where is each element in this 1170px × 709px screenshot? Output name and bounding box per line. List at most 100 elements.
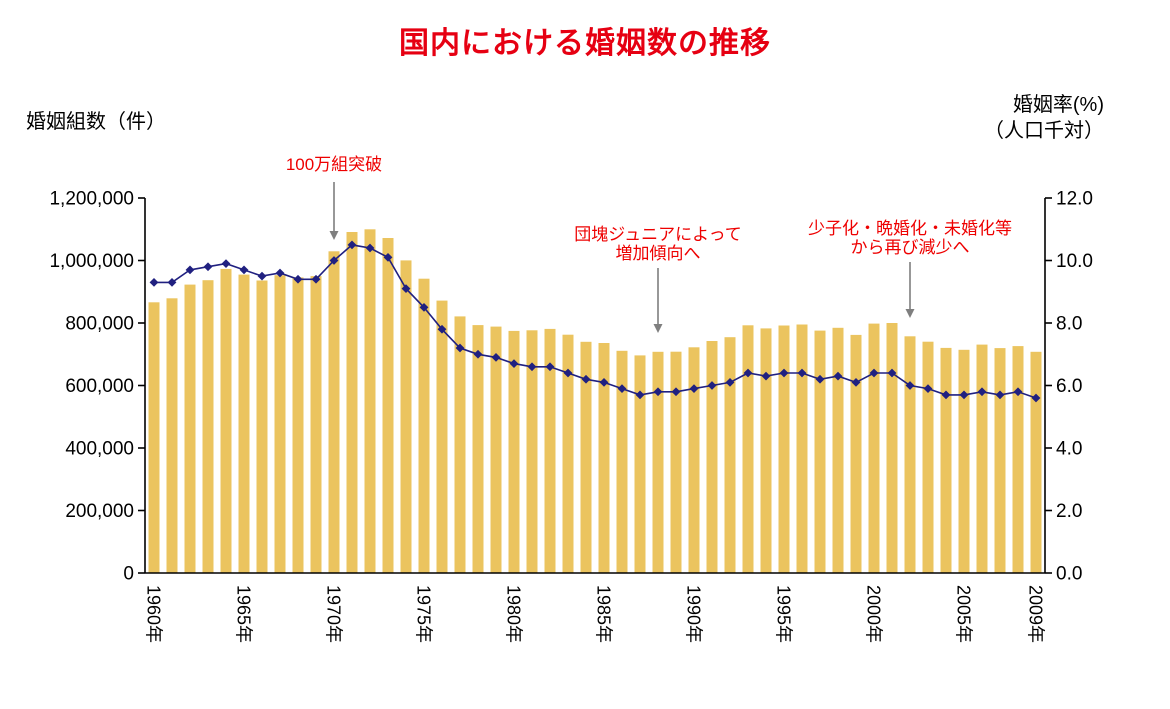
bar-1987 (634, 355, 646, 573)
right-axis-title-line-2: （人口千対） (984, 120, 1104, 142)
bar-1999 (850, 334, 862, 573)
bar-1969 (310, 276, 322, 573)
bar-1981 (526, 330, 538, 573)
rate-marker-1999 (851, 377, 861, 387)
annotation-arrow-head (329, 231, 339, 240)
right-axis-tick-label: 10.0 (1056, 251, 1093, 272)
right-axis-tick-label: 4.0 (1056, 439, 1082, 460)
rate-marker-1982 (545, 362, 555, 372)
rate-marker-1996 (797, 368, 807, 378)
bar-1995 (778, 325, 790, 573)
annotation-arrow-head (905, 309, 915, 318)
right-axis-tick-label: 12.0 (1056, 189, 1093, 210)
rate-marker-2009 (1031, 393, 1041, 403)
x-axis-tick-label: 2000年 (864, 585, 884, 643)
bar-1973 (382, 238, 394, 573)
bar-2004 (940, 347, 952, 573)
bar-1986 (616, 350, 628, 573)
bar-2000 (868, 323, 880, 573)
left-axis-tick-label: 600,000 (65, 376, 134, 397)
rate-marker-1966 (257, 271, 267, 281)
annotation-arrow-head (653, 324, 663, 333)
rate-marker-2008 (1013, 387, 1023, 397)
bar-1961 (166, 298, 178, 573)
rate-marker-1994 (761, 371, 771, 381)
bar-1983 (562, 334, 574, 573)
rate-marker-1978 (473, 349, 483, 359)
bar-1962 (184, 284, 196, 573)
annotation-text: 団塊ジュニアによって (574, 225, 741, 244)
left-axis-tick-label: 0 (123, 564, 134, 585)
bar-1988 (652, 351, 664, 573)
left-axis-tick-label: 1,000,000 (49, 251, 134, 272)
x-axis-tick-label: 1985年 (594, 585, 614, 643)
rate-marker-1992 (725, 377, 735, 387)
bar-1970 (328, 251, 340, 574)
rate-marker-1962 (185, 265, 195, 275)
bar-1982 (544, 328, 556, 573)
right-axis-tick-label: 8.0 (1056, 314, 1082, 335)
page-title: 国内における婚姻数の推移 (399, 27, 771, 60)
bar-1967 (274, 275, 286, 573)
x-axis-tick-label: 1965年 (234, 585, 254, 643)
bar-1966 (256, 280, 268, 573)
rate-marker-1979 (491, 352, 501, 362)
rate-marker-2007 (995, 390, 1005, 400)
x-axis-tick-label: 1975年 (414, 585, 434, 643)
bar-1975 (418, 278, 430, 573)
x-axis-tick-label: 2009年 (1026, 585, 1046, 643)
bar-2002 (904, 336, 916, 573)
bar-1976 (436, 300, 448, 573)
bar-1990 (688, 347, 700, 573)
bar-1996 (796, 324, 808, 573)
rate-marker-1969 (311, 274, 321, 284)
bar-1963 (202, 280, 214, 573)
x-axis-tick-label: 1990年 (684, 585, 704, 643)
right-axis-title-line-1: 婚姻率(%) (1012, 94, 1104, 116)
bar-1960 (148, 302, 160, 573)
annotation-text: 増加傾向へ (616, 244, 701, 263)
bar-1974 (400, 260, 412, 573)
rate-marker-1986 (617, 384, 627, 394)
rate-marker-2001 (887, 368, 897, 378)
bar-1978 (472, 325, 484, 573)
bar-1980 (508, 330, 520, 573)
rate-marker-1971 (347, 240, 357, 250)
axes (138, 197, 1052, 574)
rate-marker-1993 (743, 368, 753, 378)
rate-marker-1990 (689, 384, 699, 394)
bar-1991 (706, 341, 718, 573)
rate-marker-1985 (599, 377, 609, 387)
annotation-text: 少子化・晩婚化・未婚化等 (808, 219, 1012, 238)
right-axis-tick-label: 6.0 (1056, 376, 1082, 397)
bar-2003 (922, 341, 934, 573)
bar-1998 (832, 327, 844, 573)
rate-marker-2003 (923, 384, 933, 394)
bar-2009 (1030, 351, 1042, 573)
left-axis-tick-label: 400,000 (65, 439, 134, 460)
bar-1964 (220, 268, 232, 573)
rate-marker-1989 (671, 387, 681, 397)
left-axis-tick-label: 200,000 (65, 501, 134, 522)
bar-2007 (994, 348, 1006, 573)
right-axis-tick-label: 0.0 (1056, 564, 1082, 585)
rate-marker-2000 (869, 368, 879, 378)
left-axis-tick-label: 800,000 (65, 314, 134, 335)
rate-marker-1997 (815, 374, 825, 384)
marriage-rate-line (154, 244, 1037, 399)
rate-marker-1960 (149, 277, 159, 287)
bar-2001 (886, 323, 898, 573)
right-axis-title: 婚姻率(%) （人口千対） (984, 92, 1104, 144)
rate-marker-1976 (437, 324, 447, 334)
bar-1968 (292, 277, 304, 573)
x-axis-tick-label: 1960年 (144, 585, 164, 643)
bar-1984 (580, 341, 592, 573)
rate-marker-1965 (239, 265, 249, 275)
bars-series (148, 229, 1042, 574)
rate-marker-1988 (653, 387, 663, 397)
bar-2006 (976, 344, 988, 573)
rate-marker-2006 (977, 387, 987, 397)
left-axis-tick-label: 1,200,000 (49, 189, 134, 210)
bar-2005 (958, 349, 970, 573)
rate-marker-1981 (527, 362, 537, 372)
